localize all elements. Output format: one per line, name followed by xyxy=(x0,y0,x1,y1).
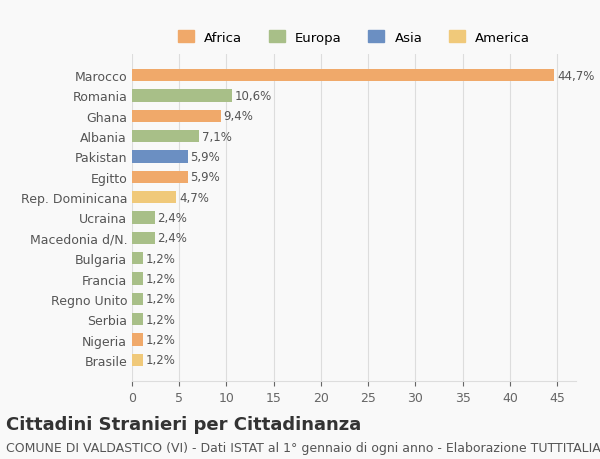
Text: 1,2%: 1,2% xyxy=(146,293,176,306)
Bar xyxy=(132,334,143,346)
Bar xyxy=(132,232,155,244)
Text: 5,9%: 5,9% xyxy=(191,151,220,164)
Bar xyxy=(132,313,143,325)
Bar xyxy=(132,111,221,123)
Bar xyxy=(132,151,188,163)
Text: 5,9%: 5,9% xyxy=(191,171,220,184)
Bar xyxy=(132,354,143,366)
Text: 2,4%: 2,4% xyxy=(158,232,187,245)
Text: 4,7%: 4,7% xyxy=(179,191,209,204)
Bar xyxy=(132,252,143,265)
Text: COMUNE DI VALDASTICO (VI) - Dati ISTAT al 1° gennaio di ogni anno - Elaborazione: COMUNE DI VALDASTICO (VI) - Dati ISTAT a… xyxy=(6,441,600,454)
Text: 44,7%: 44,7% xyxy=(557,69,595,83)
Text: 2,4%: 2,4% xyxy=(158,212,187,224)
Text: 10,6%: 10,6% xyxy=(235,90,272,103)
Legend: Africa, Europa, Asia, America: Africa, Europa, Asia, America xyxy=(172,26,536,50)
Bar xyxy=(132,131,199,143)
Text: 1,2%: 1,2% xyxy=(146,353,176,367)
Text: 9,4%: 9,4% xyxy=(224,110,254,123)
Bar xyxy=(132,273,143,285)
Bar xyxy=(132,293,143,305)
Text: 1,2%: 1,2% xyxy=(146,272,176,285)
Bar xyxy=(132,171,188,184)
Bar xyxy=(132,192,176,204)
Text: 1,2%: 1,2% xyxy=(146,333,176,346)
Bar xyxy=(132,70,554,82)
Text: Cittadini Stranieri per Cittadinanza: Cittadini Stranieri per Cittadinanza xyxy=(6,415,361,433)
Text: 7,1%: 7,1% xyxy=(202,130,232,143)
Text: 1,2%: 1,2% xyxy=(146,313,176,326)
Bar xyxy=(132,90,232,102)
Bar xyxy=(132,212,155,224)
Text: 1,2%: 1,2% xyxy=(146,252,176,265)
